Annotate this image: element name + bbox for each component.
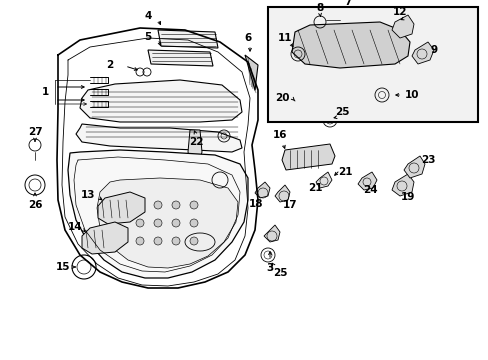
Text: 22: 22: [188, 137, 203, 147]
Text: 21: 21: [307, 183, 322, 193]
Polygon shape: [291, 22, 409, 68]
Text: 6: 6: [244, 33, 251, 43]
Circle shape: [154, 237, 162, 245]
Polygon shape: [282, 144, 334, 170]
Bar: [267, 7, 477, 122]
Polygon shape: [68, 150, 247, 278]
Circle shape: [154, 201, 162, 209]
Polygon shape: [148, 50, 213, 66]
Circle shape: [154, 219, 162, 227]
Text: 17: 17: [282, 200, 297, 210]
Text: 13: 13: [81, 190, 95, 200]
Polygon shape: [97, 178, 238, 268]
Circle shape: [172, 237, 180, 245]
Text: 19: 19: [400, 192, 414, 202]
Text: 7: 7: [344, 0, 351, 7]
Text: 27: 27: [28, 127, 42, 137]
Text: 12: 12: [392, 7, 407, 17]
Polygon shape: [403, 156, 424, 178]
Polygon shape: [315, 172, 331, 188]
Polygon shape: [98, 192, 145, 224]
Circle shape: [136, 219, 143, 227]
Text: 20: 20: [274, 93, 289, 103]
Polygon shape: [82, 222, 128, 254]
Text: 18: 18: [248, 199, 263, 209]
Text: 25: 25: [334, 107, 348, 117]
Text: 21: 21: [337, 167, 351, 177]
Text: 14: 14: [67, 222, 82, 232]
Text: 10: 10: [404, 90, 418, 100]
Text: 9: 9: [429, 45, 437, 55]
Text: 2: 2: [106, 60, 113, 70]
Circle shape: [136, 201, 143, 209]
Text: 25: 25: [272, 268, 286, 278]
Polygon shape: [80, 80, 242, 122]
Text: 1: 1: [41, 87, 48, 97]
Polygon shape: [244, 55, 258, 90]
Polygon shape: [411, 42, 433, 64]
Text: 26: 26: [28, 200, 42, 210]
Circle shape: [172, 219, 180, 227]
Polygon shape: [187, 130, 202, 162]
Polygon shape: [391, 15, 413, 38]
Polygon shape: [274, 185, 289, 202]
Text: 16: 16: [272, 130, 286, 140]
Circle shape: [190, 201, 198, 209]
Circle shape: [190, 219, 198, 227]
Text: 5: 5: [144, 32, 151, 42]
Text: 4: 4: [144, 11, 151, 21]
Polygon shape: [254, 182, 269, 198]
Polygon shape: [357, 172, 376, 190]
Text: 8: 8: [316, 3, 323, 13]
Polygon shape: [158, 30, 218, 48]
Circle shape: [172, 201, 180, 209]
Text: 23: 23: [420, 155, 434, 165]
Text: 3: 3: [266, 263, 273, 273]
Circle shape: [136, 237, 143, 245]
Text: 15: 15: [56, 262, 70, 272]
Polygon shape: [264, 225, 280, 242]
Text: 11: 11: [277, 33, 292, 43]
Circle shape: [190, 237, 198, 245]
Polygon shape: [391, 174, 413, 196]
Text: 24: 24: [362, 185, 377, 195]
Polygon shape: [76, 124, 242, 152]
